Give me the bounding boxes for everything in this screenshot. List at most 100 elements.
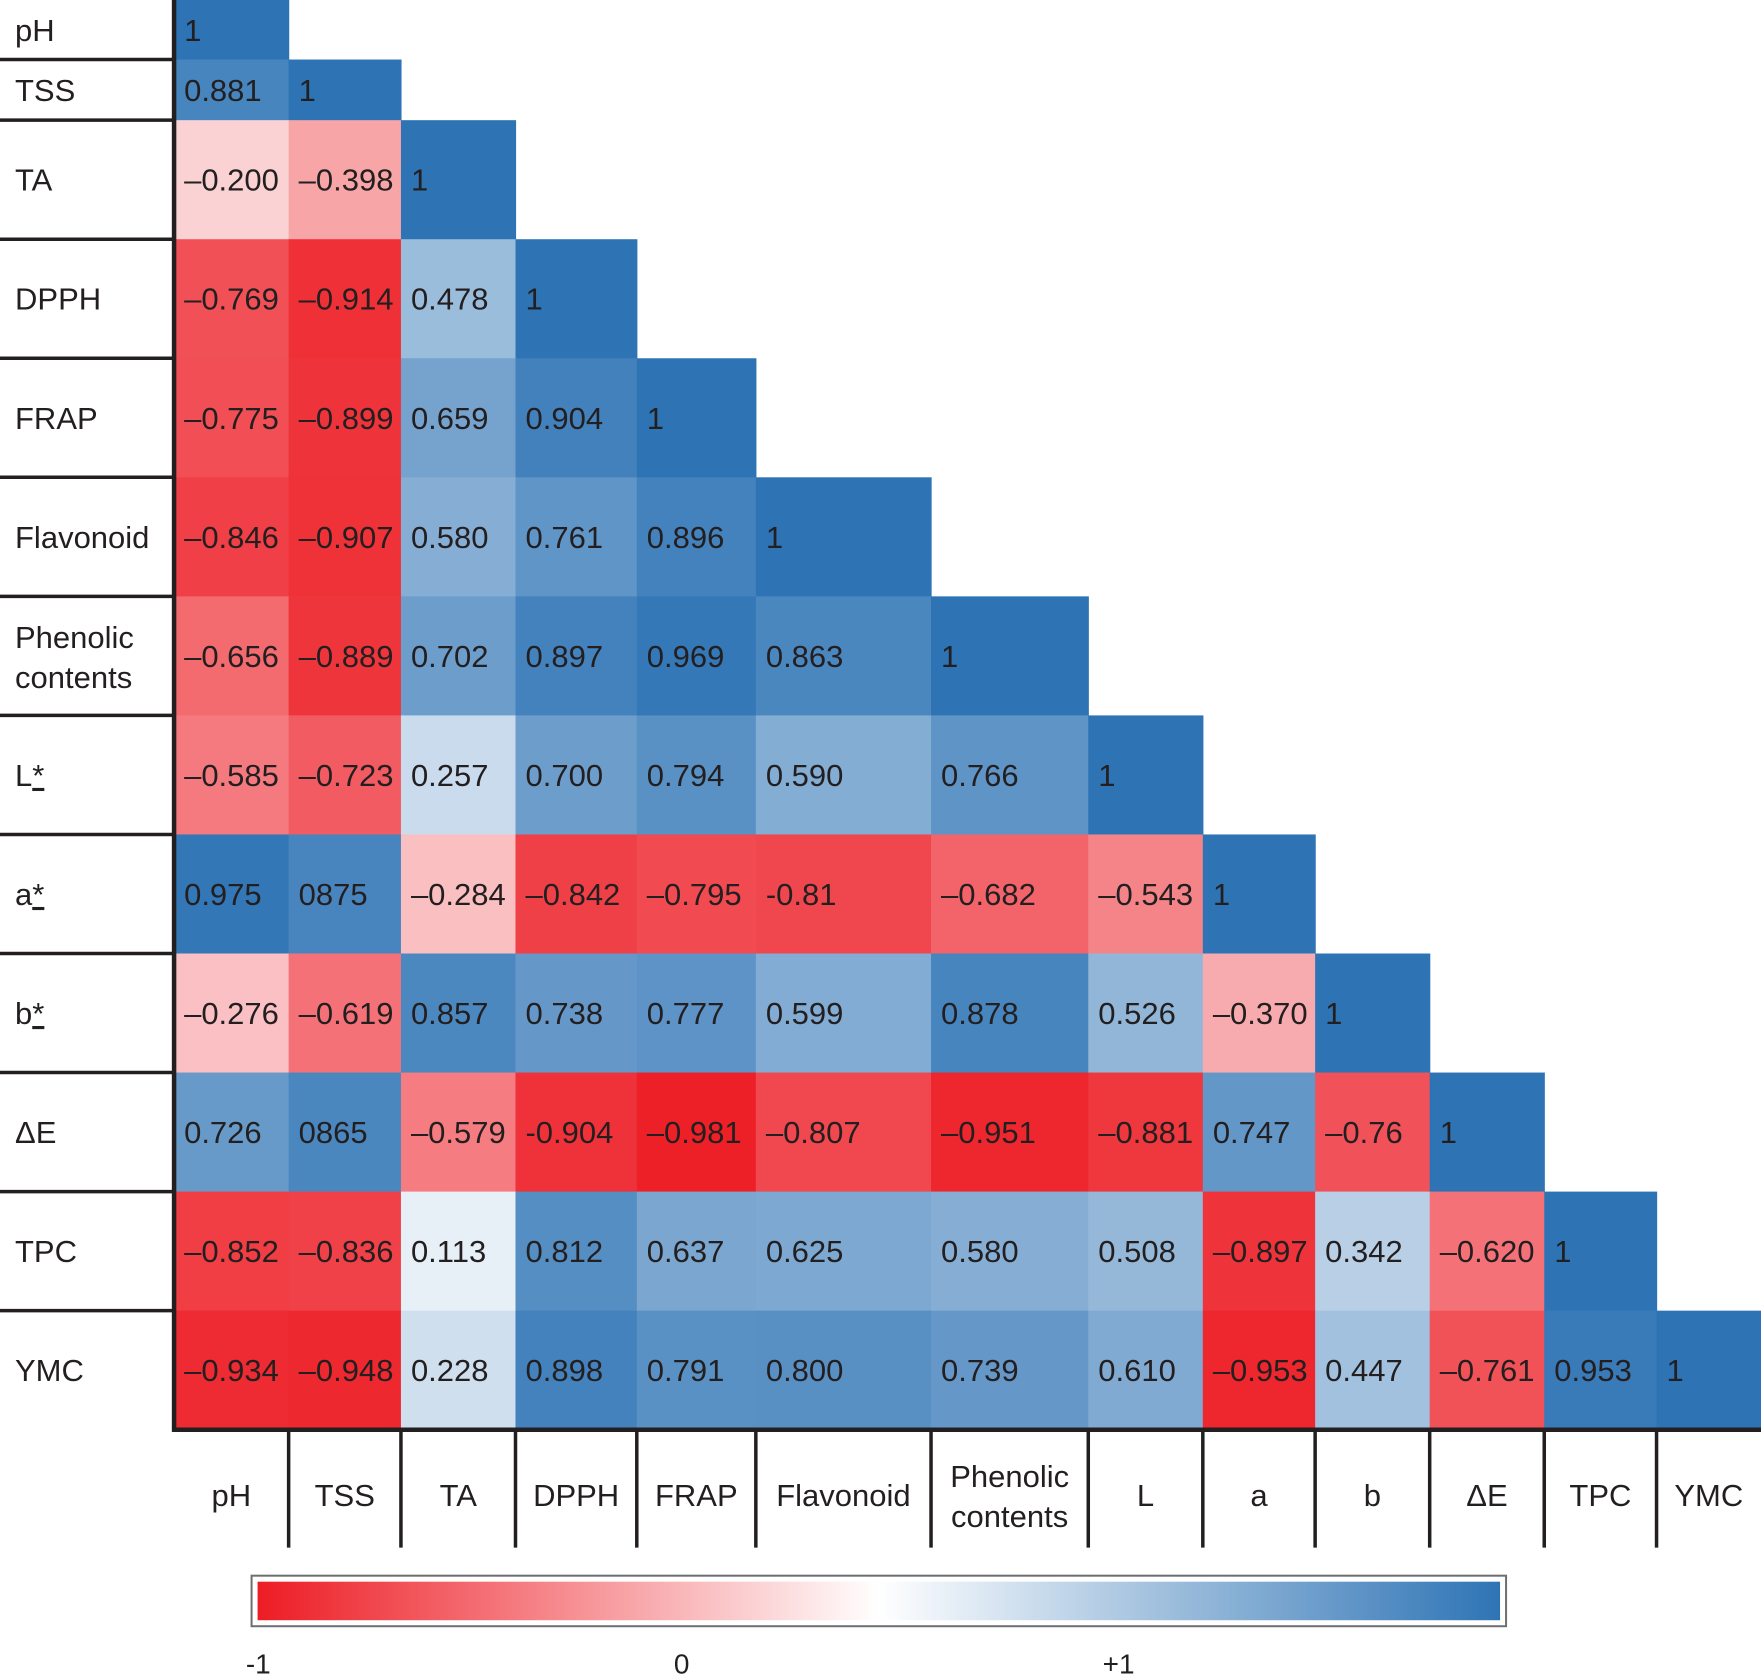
color-scale-tick-label: +1 bbox=[1103, 1648, 1135, 1677]
cell-value-label: –0.284 bbox=[411, 877, 506, 912]
heatmap-cell bbox=[515, 834, 638, 955]
cell-value-label: -0.904 bbox=[525, 1115, 613, 1150]
heatmap-cell bbox=[931, 1310, 1089, 1431]
heatmap-cell bbox=[515, 239, 638, 359]
row-label: FRAP bbox=[15, 401, 98, 436]
cell-value-label: –0.775 bbox=[184, 401, 279, 436]
heatmap-cell bbox=[1429, 1310, 1545, 1431]
heatmap-cell bbox=[174, 834, 290, 955]
heatmap-cell bbox=[636, 1072, 757, 1193]
heatmap-cell bbox=[515, 477, 638, 597]
color-scale-legend: -1 0 +1 bbox=[246, 1574, 1508, 1677]
row-label: L* bbox=[15, 758, 44, 793]
cell-value-label: 0.257 bbox=[411, 758, 489, 793]
heatmap-cell-labels: 1 0.881 1 –0.200 –0.398 1 –0.769 –0.914 0.478 1 –0… bbox=[184, 13, 1684, 1388]
cell-value-label: 0.739 bbox=[941, 1353, 1019, 1388]
heatmap-cell bbox=[515, 596, 638, 717]
heatmap-cell bbox=[174, 1310, 290, 1431]
cell-value-label: 0.881 bbox=[184, 73, 262, 108]
color-scale-tick-label: -1 bbox=[246, 1648, 271, 1677]
row-label: ΔE bbox=[15, 1115, 56, 1150]
color-bar bbox=[257, 1581, 1501, 1621]
heatmap-cell bbox=[636, 1191, 757, 1312]
cell-value-label: 1 bbox=[1667, 1353, 1684, 1388]
heatmap-cell bbox=[288, 59, 402, 121]
cell-value-label: 1 bbox=[1213, 877, 1230, 912]
heatmap-cell bbox=[174, 596, 290, 717]
cell-value-label: –0.846 bbox=[184, 520, 279, 555]
cell-value-label: 0.580 bbox=[411, 520, 489, 555]
cell-value-label: –0.852 bbox=[184, 1234, 279, 1269]
cell-value-label: –0.899 bbox=[299, 401, 394, 436]
heatmap-cell bbox=[400, 596, 517, 717]
cell-value-label: 1 bbox=[1325, 996, 1342, 1031]
cell-value-label: 0.897 bbox=[525, 639, 603, 674]
cell-value-label: –0.543 bbox=[1098, 877, 1193, 912]
cell-value-label: –0.889 bbox=[299, 639, 394, 674]
heatmap-cell bbox=[1544, 1310, 1658, 1431]
heatmap-cell bbox=[515, 715, 638, 836]
heatmap-cell bbox=[931, 596, 1089, 717]
heatmap-cell bbox=[1088, 715, 1204, 836]
cell-value-label: –0.914 bbox=[299, 282, 394, 317]
cell-value-label: 1 bbox=[1098, 758, 1115, 793]
heatmap-cell bbox=[755, 1072, 932, 1193]
heatmap-cell bbox=[1429, 1191, 1545, 1312]
column-label: Phenolic contents bbox=[950, 1459, 1069, 1534]
cell-value-label: 0.969 bbox=[647, 639, 725, 674]
heatmap-cell bbox=[636, 358, 757, 478]
cell-value-label: –0.579 bbox=[411, 1115, 506, 1150]
cell-value-label: –0.907 bbox=[299, 520, 394, 555]
column-label: TA bbox=[440, 1478, 478, 1513]
color-scale-tick-label: 0 bbox=[674, 1648, 690, 1677]
cell-value-label: 0.812 bbox=[525, 1234, 603, 1269]
heatmap-cell bbox=[636, 596, 757, 717]
heatmap-cell bbox=[636, 477, 757, 597]
cell-value-label: –0.836 bbox=[299, 1234, 394, 1269]
heatmap-cell bbox=[515, 1191, 638, 1312]
cell-value-label: 0.766 bbox=[941, 758, 1019, 793]
heatmap-cell bbox=[1315, 1072, 1431, 1193]
heatmap-cell bbox=[1088, 834, 1204, 955]
heatmap-cell bbox=[931, 953, 1089, 1074]
cell-value-label: 0.702 bbox=[411, 639, 489, 674]
heatmap-cell bbox=[1315, 1310, 1431, 1431]
cell-value-label: 1 bbox=[647, 401, 664, 436]
heatmap-cell bbox=[515, 1310, 638, 1431]
heatmap-cell bbox=[1202, 834, 1316, 955]
heatmap-cell bbox=[1315, 1191, 1431, 1312]
cell-value-label: 0.794 bbox=[647, 758, 725, 793]
row-label: DPPH bbox=[15, 282, 101, 317]
column-label: b bbox=[1364, 1478, 1381, 1513]
heatmap-cell bbox=[1202, 1191, 1316, 1312]
heatmap-cell bbox=[400, 1072, 517, 1193]
cell-value-label: –0.795 bbox=[647, 877, 742, 912]
heatmap-cell bbox=[288, 596, 402, 717]
row-label: TPC bbox=[15, 1234, 77, 1269]
heatmap-cell bbox=[288, 1191, 402, 1312]
column-label: L bbox=[1137, 1478, 1154, 1513]
heatmap-cell bbox=[1315, 953, 1431, 1074]
column-label: ΔE bbox=[1466, 1478, 1507, 1513]
cell-value-label: –0.981 bbox=[647, 1115, 742, 1150]
cell-value-label: 0.478 bbox=[411, 282, 489, 317]
cell-value-label: 0.625 bbox=[766, 1234, 844, 1269]
heatmap-cell bbox=[931, 1072, 1089, 1193]
column-label: a bbox=[1250, 1478, 1268, 1513]
cell-value-label: 0.590 bbox=[766, 758, 844, 793]
cell-value-label: –0.761 bbox=[1440, 1353, 1535, 1388]
cell-value-label: 0.857 bbox=[411, 996, 489, 1031]
heatmap-cell bbox=[288, 715, 402, 836]
heatmap-cell bbox=[755, 834, 932, 955]
heatmap-cell bbox=[755, 1191, 932, 1312]
cell-value-label: 0.526 bbox=[1098, 996, 1176, 1031]
column-label: Flavonoid bbox=[776, 1478, 910, 1513]
cell-value-label: 0.700 bbox=[525, 758, 603, 793]
cell-value-label: 0.447 bbox=[1325, 1353, 1403, 1388]
row-label: Flavonoid bbox=[15, 520, 149, 555]
cell-value-label: 0865 bbox=[299, 1115, 368, 1150]
cell-value-label: –0.723 bbox=[299, 758, 394, 793]
cell-value-label: 0.508 bbox=[1098, 1234, 1176, 1269]
heatmap-cell bbox=[931, 1191, 1089, 1312]
heatmap-cell bbox=[636, 715, 757, 836]
